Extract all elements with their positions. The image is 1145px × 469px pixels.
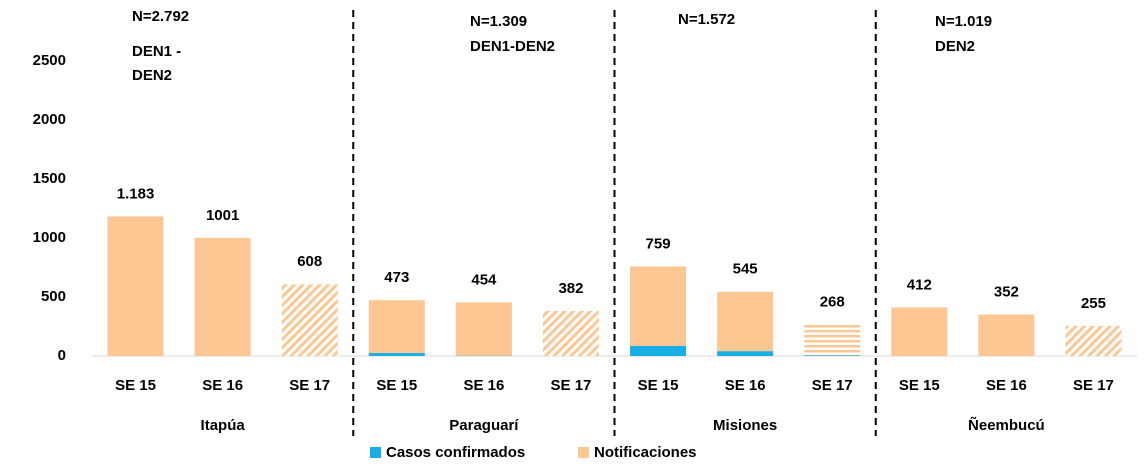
bar (368, 353, 425, 356)
annotation: N=1.572 (678, 11, 735, 28)
y-tick-label: 0 (58, 347, 66, 364)
legend-swatch (370, 447, 381, 458)
x-tick-label: SE 15 (638, 377, 679, 394)
value-label: 255 (1081, 295, 1106, 312)
x-tick-label: SE 17 (812, 377, 853, 394)
y-tick-label: 1500 (33, 170, 66, 187)
group-label: Ñeembucú (968, 416, 1045, 434)
bar (107, 216, 164, 356)
bar (891, 307, 948, 356)
annotation: DEN2 (935, 38, 975, 55)
value-label: 608 (297, 253, 322, 270)
annotation: DEN2 (132, 67, 172, 84)
value-label: 268 (820, 293, 845, 310)
legend-label: Notificaciones (594, 444, 697, 461)
x-tick-label: SE 15 (376, 377, 417, 394)
x-tick-label: SE 16 (986, 377, 1027, 394)
bar (542, 310, 599, 356)
value-label: 1.183 (117, 185, 155, 202)
value-label: 412 (907, 276, 932, 293)
annotation: N=2.792 (132, 8, 189, 25)
bar (194, 237, 251, 356)
value-label: 454 (471, 271, 497, 288)
y-tick-label: 2000 (33, 111, 66, 128)
value-label: 382 (558, 280, 583, 297)
y-tick-label: 1000 (33, 229, 66, 246)
group-label: Itapúa (201, 417, 246, 434)
x-tick-label: SE 17 (551, 377, 592, 394)
value-label: 545 (733, 261, 758, 278)
x-tick-label: SE 17 (1073, 377, 1114, 394)
bar (455, 302, 512, 356)
x-tick-label: SE 16 (725, 377, 766, 394)
annotation: DEN1-DEN2 (470, 38, 555, 55)
value-label: 759 (646, 235, 671, 252)
x-tick-label: SE 15 (899, 377, 940, 394)
legend-swatch (578, 447, 589, 458)
x-tick-label: SE 16 (463, 377, 504, 394)
bar (804, 355, 861, 356)
y-tick-label: 500 (41, 288, 66, 305)
value-label: 473 (384, 269, 409, 286)
x-tick-label: SE 15 (115, 377, 156, 394)
group-label: Misiones (713, 417, 777, 434)
legend-label: Casos confirmados (386, 444, 525, 461)
annotation: N=1.309 (470, 13, 527, 30)
value-label: 1001 (206, 207, 239, 224)
group-label: Paraguarí (449, 417, 519, 434)
annotation: DEN1 - (132, 43, 181, 60)
bar (368, 300, 425, 356)
bar (630, 266, 687, 356)
value-label: 352 (994, 283, 1019, 300)
bar (804, 324, 861, 356)
bar (281, 284, 338, 356)
x-tick-label: SE 17 (289, 377, 330, 394)
bar (978, 314, 1035, 356)
bar (717, 291, 774, 356)
bar (630, 345, 687, 356)
bar (1065, 325, 1122, 356)
y-tick-label: 2500 (33, 52, 66, 69)
bar (717, 351, 774, 356)
x-tick-label: SE 16 (202, 377, 243, 394)
annotation: N=1.019 (935, 13, 992, 30)
